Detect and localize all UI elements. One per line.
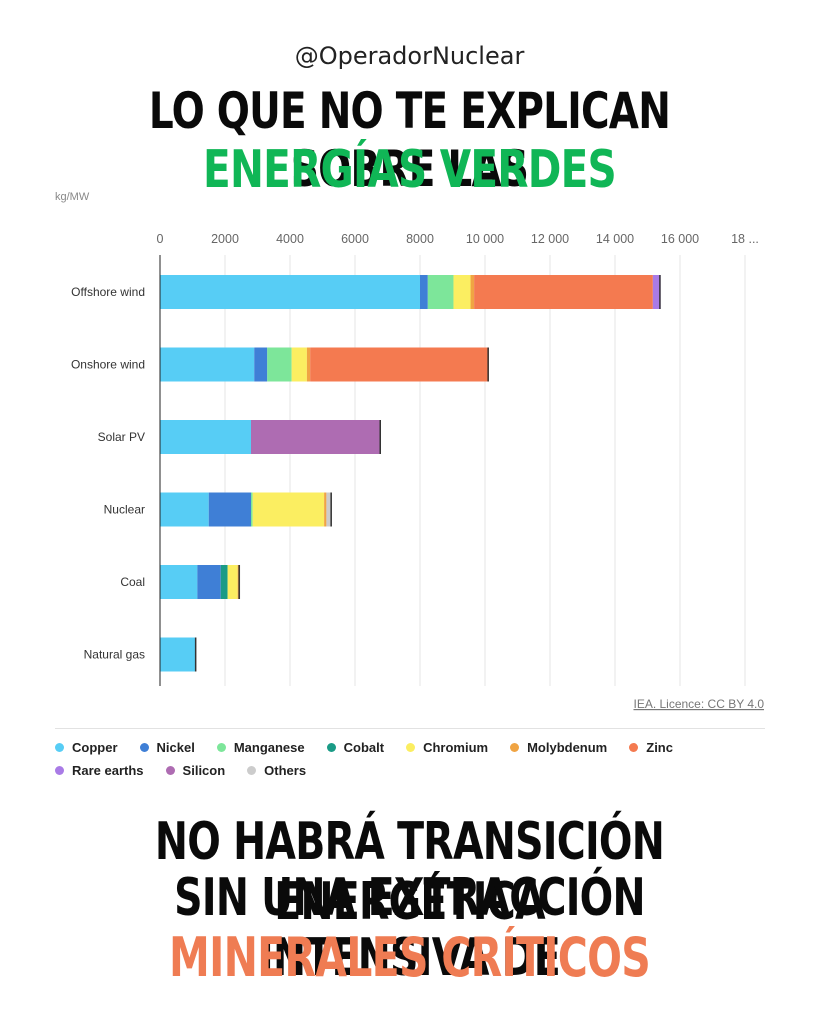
bar-segment [324,492,327,527]
legend-label: Molybdenum [527,740,608,755]
legend-item: Copper [55,740,118,755]
bar-segment [254,347,268,382]
legend-label: Rare earths [72,763,144,778]
legend-swatch [165,766,175,775]
x-tick-label: 4000 [276,232,304,246]
legend-label: Cobalt [343,740,385,755]
bar-segment [291,347,307,382]
headline-line-1: LO QUE NO TE EXPLICAN SOBRE LAS [148,82,671,198]
category-label: Offshore wind [71,285,145,299]
legend-swatch [247,766,257,775]
bar-segment [310,347,489,382]
bar-end-cap [330,492,332,527]
bar-segment [160,420,251,454]
legend-label: Manganese [233,740,305,755]
bar-segment [160,492,209,527]
legend-item: Silicon [165,763,226,778]
legend-item: Rare earths [55,763,144,778]
legend-item: Manganese [216,740,305,755]
x-tick-label: 2000 [211,232,239,246]
legend-label: Silicon [182,763,226,778]
bar-end-cap [194,637,197,672]
bar-segment [197,565,221,599]
bar-segment [208,492,251,527]
bar-segment [306,347,311,382]
bar-segment [453,275,471,309]
x-tick-label: 0 [157,232,164,246]
legend-swatch [510,743,520,752]
chart-legend: Copper Nickel Manganese Cobalt Chromium Molyb… [55,740,775,786]
category-label: Solar PV [98,430,145,444]
legend-swatch [629,743,639,752]
footer-line-2: SIN UNA EXTRACCIÓN INTENSIVA DE [174,868,645,988]
bar-segment [267,347,292,382]
legend-item: Others [247,763,306,778]
bar-end-cap [659,275,661,309]
category-label: Natural gas [84,648,145,662]
legend-divider [55,728,765,729]
legend-item: Chromium [406,740,488,755]
category-label: Coal [120,575,145,589]
legend-swatch [326,743,336,752]
category-label: Onshore wind [71,358,145,372]
legend-swatch [139,743,149,752]
bar-end-cap [379,420,381,454]
legend-label: Nickel [156,740,195,755]
bar-segment [160,347,255,382]
bar-segment [220,565,228,599]
footer-line-3: MINERALES CRÍTICOS [168,926,651,989]
bar-segment [160,565,198,599]
legend-label: Chromium [423,740,489,755]
x-tick-label: 16 000 [661,232,699,246]
bar-segment [252,492,325,527]
bar-segment [474,275,653,309]
legend-item: Zinc [629,740,673,755]
legend-swatch [406,743,416,752]
legend-swatch [55,743,64,752]
x-tick-label: 10 000 [466,232,504,246]
source-credit: IEA. Licence: CC BY 4.0 [633,697,764,711]
bar-segment [326,492,332,527]
legend-label: Copper [72,740,118,755]
legend-swatch [216,743,226,752]
legend-item: Cobalt [326,740,385,755]
legend-item: Nickel [139,740,195,755]
bar-end-cap [238,565,240,599]
unit-label: kg/MW [55,191,90,203]
x-tick-label: 14 000 [596,232,634,246]
legend-swatch [55,766,64,775]
category-label: Nuclear [104,503,145,517]
bar-segment [160,637,196,672]
handle-text: @OperadorNuclear [294,42,525,70]
bar-segment [427,275,454,309]
bar-segment [420,275,428,309]
bar-segment [652,275,661,309]
x-tick-label: 12 000 [531,232,569,246]
legend-item: Molybdenum [510,740,607,755]
footer-line-1: NO HABRÁ TRANSICIÓN ENERGÉTICA [154,812,665,932]
x-tick-label: 6000 [341,232,369,246]
bar-segment [251,492,253,527]
headline-line-2: ENERGÍAS VERDES [203,140,617,200]
bar-segment [227,565,238,599]
bar-segment [470,275,475,309]
legend-label: Zinc [646,740,673,755]
bar-segment [251,420,381,454]
x-tick-label: 18 ... [731,232,759,246]
bar-end-cap [487,347,489,382]
stacked-bar-chart: kg/MW 0 2000 4000 6000 8000 10 000 12 000 14 000… [55,191,764,711]
x-tick-label: 8000 [406,232,434,246]
bar-segment [160,275,420,309]
legend-label: Others [264,763,307,778]
